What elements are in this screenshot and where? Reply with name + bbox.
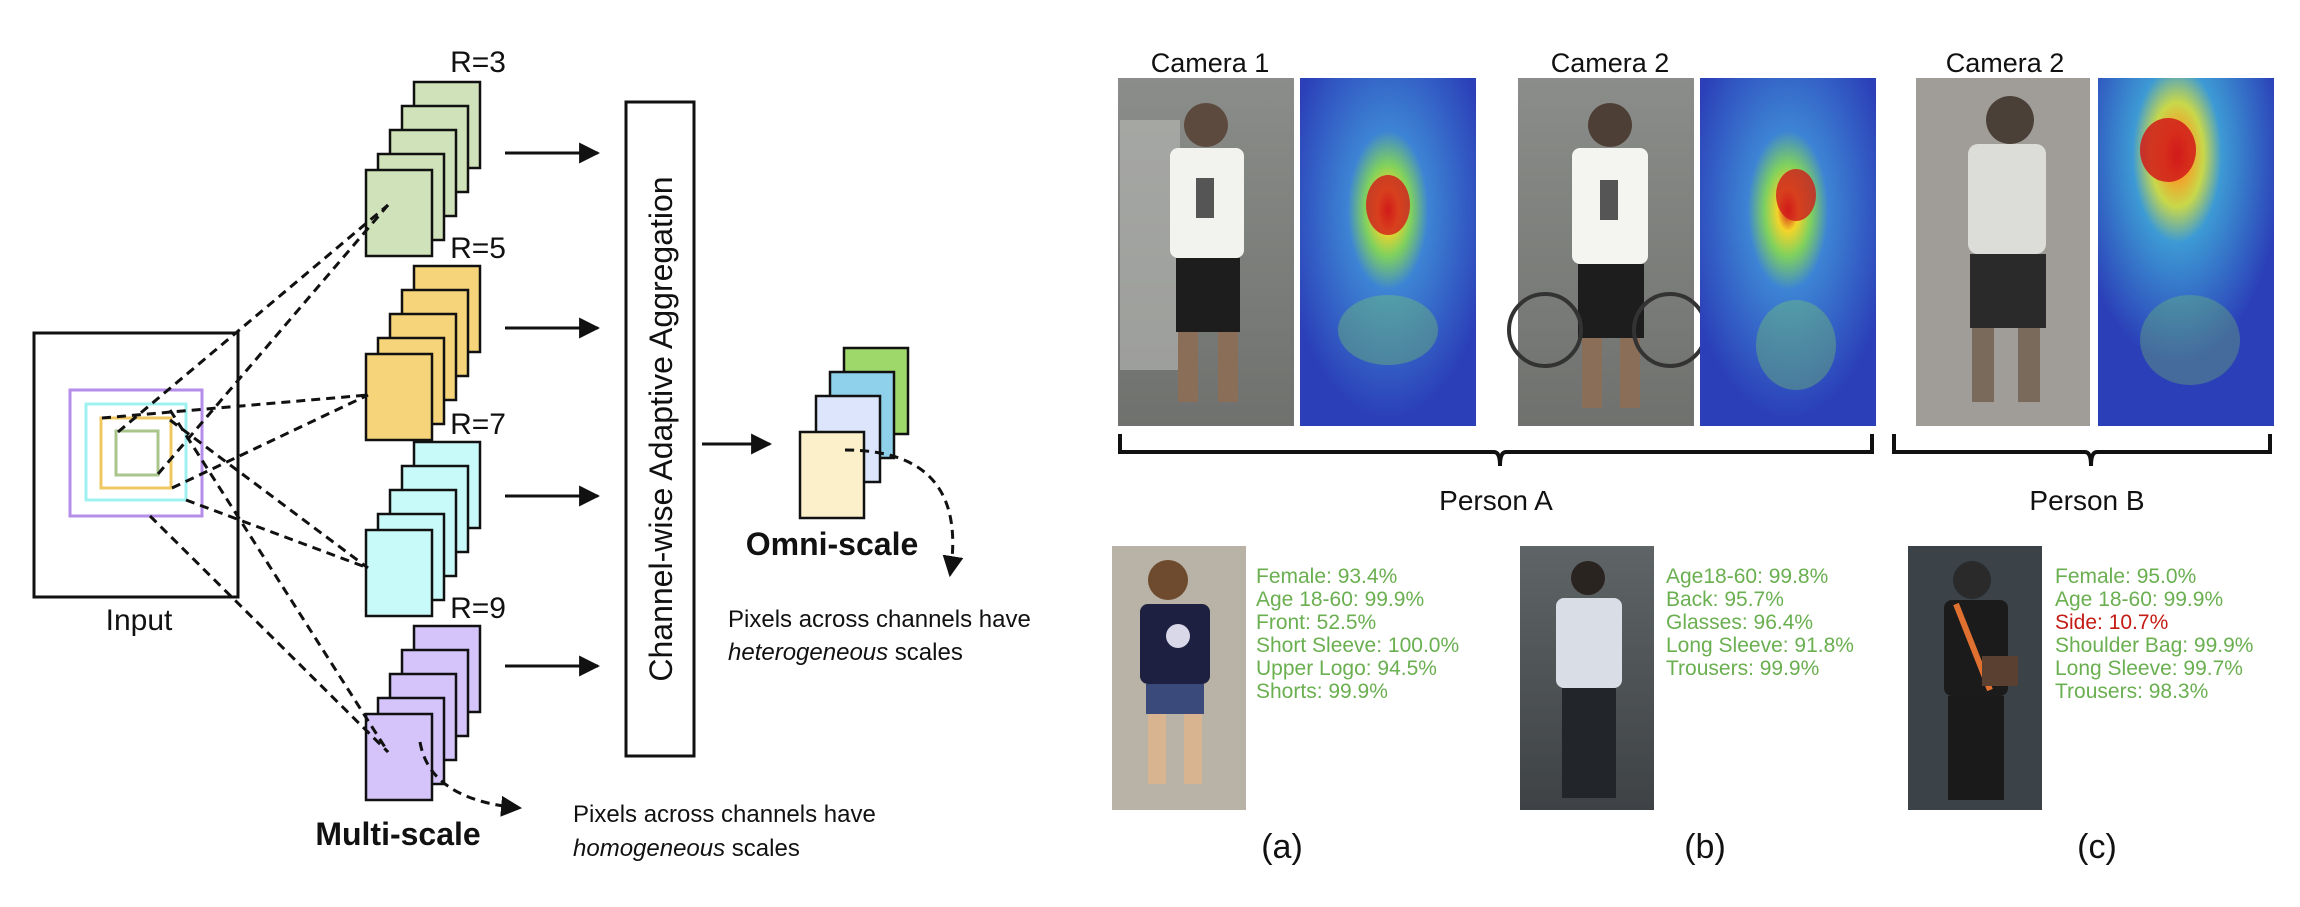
person-a-camera2-photo: [1507, 78, 1708, 426]
attribute-item: Back: 95.7%: [1666, 588, 1784, 611]
homogeneous-note-line1: Pixels across channels have: [573, 801, 876, 828]
attribute-item: Side: 10.7%: [2055, 611, 2168, 634]
person-a-camera2-heatmap: [1700, 78, 1876, 426]
stream-r3: R=3: [364, 46, 506, 258]
attribute-item: Shorts: 99.9%: [1256, 680, 1388, 703]
attribute-item: Age18-60: 99.8%: [1666, 565, 1828, 588]
stream-r5: R=5: [364, 232, 506, 442]
feature-map-front: [364, 712, 434, 802]
panel-caption-c: (c): [2077, 828, 2117, 866]
camera-label-1: Camera 1: [1151, 48, 1270, 78]
stream-label-r7: R=7: [450, 408, 506, 441]
heterogeneous-word: heterogeneous: [728, 639, 888, 666]
attribute-item: Female: 93.4%: [1256, 565, 1397, 588]
attribute-item: Upper Logo: 94.5%: [1256, 657, 1437, 680]
attribute-item: Trousers: 99.9%: [1666, 657, 1819, 680]
input-box: [32, 331, 240, 599]
heterogeneous-pointer: [844, 448, 964, 578]
attribute-photo-a: [1112, 546, 1246, 810]
receptive-field-3: [114, 429, 160, 477]
attribute-list-c: Female: 95.0%Age 18-60: 99.9%Side: 10.7%…: [2055, 565, 2253, 703]
attribute-item: Age 18-60: 99.9%: [1256, 588, 1424, 611]
stream-r7: R=7: [364, 408, 506, 618]
input-label: Input: [106, 604, 173, 637]
homogeneous-note-line2: homogeneous scales: [573, 835, 800, 862]
person-a-camera1-heatmap: [1300, 78, 1476, 426]
person-b-camera2-heatmap: [2098, 78, 2274, 426]
aggregation-block: Channel-wise Adaptive Aggregation: [624, 100, 696, 758]
camera-label-3: Camera 2: [1946, 48, 2065, 78]
attribute-list-a: Female: 93.4%Age 18-60: 99.9%Front: 52.5…: [1256, 565, 1459, 703]
receptive-field-9: [68, 388, 204, 518]
multi-scale-label: Multi-scale: [315, 816, 480, 852]
stream-arrows: [505, 142, 601, 677]
feature-map-front: [364, 528, 434, 618]
attribute-item: Short Sleeve: 100.0%: [1256, 634, 1459, 657]
person-a-camera1-photo: [1118, 78, 1294, 426]
brace-person-b: [1892, 434, 2272, 467]
stream-label-r5: R=5: [450, 232, 506, 265]
attribute-item: Shoulder Bag: 99.9%: [2055, 634, 2253, 657]
person-label-b: Person B: [2029, 485, 2144, 516]
person-label-a: Person A: [1439, 485, 1553, 516]
omni-scale-label: Omni-scale: [746, 526, 919, 562]
homogeneous-rest: scales: [725, 835, 800, 862]
panel-caption-b: (b): [1684, 828, 1726, 866]
stream-r9: R=9: [364, 592, 506, 802]
input-block: Input: [32, 331, 240, 637]
attribute-item: Glasses: 96.4%: [1666, 611, 1813, 634]
heterogeneous-rest: scales: [888, 639, 963, 666]
stream-label-r3: R=3: [450, 46, 506, 79]
homogeneous-word: homogeneous: [573, 835, 725, 862]
omni-feature-map-front: [798, 430, 866, 520]
attribute-item: Age 18-60: 99.9%: [2055, 588, 2223, 611]
aggregation-box: [624, 100, 696, 758]
attribute-item: Front: 52.5%: [1256, 611, 1376, 634]
feature-map-front: [364, 168, 434, 258]
heterogeneous-note-line2: heterogeneous scales: [728, 639, 963, 666]
attribute-list-b: Age18-60: 99.8%Back: 95.7%Glasses: 96.4%…: [1666, 565, 1854, 680]
heterogeneous-note-line1: Pixels across channels have: [728, 606, 1031, 633]
person-b-camera2-photo: [1916, 78, 2090, 426]
attribute-photo-b: [1520, 546, 1654, 810]
camera-label-2: Camera 2: [1551, 48, 1670, 78]
input-connections: [101, 203, 390, 754]
feature-map-front: [364, 352, 434, 442]
receptive-field-7: [84, 402, 188, 502]
attribute-item: Long Sleeve: 99.7%: [2055, 657, 2243, 680]
attribute-item: Long Sleeve: 91.8%: [1666, 634, 1854, 657]
omni-scale-stack: [798, 346, 910, 520]
aggregation-label: Channel-wise Adaptive Aggregation: [643, 176, 679, 681]
brace-person-a: [1118, 434, 1874, 467]
attribute-photo-c: [1908, 546, 2042, 810]
attribute-item: Trousers: 98.3%: [2055, 680, 2208, 703]
stream-label-r9: R=9: [450, 592, 506, 625]
homogeneous-pointer: [418, 741, 523, 817]
panel-caption-a: (a): [1261, 828, 1303, 866]
attribute-item: Female: 95.0%: [2055, 565, 2196, 588]
